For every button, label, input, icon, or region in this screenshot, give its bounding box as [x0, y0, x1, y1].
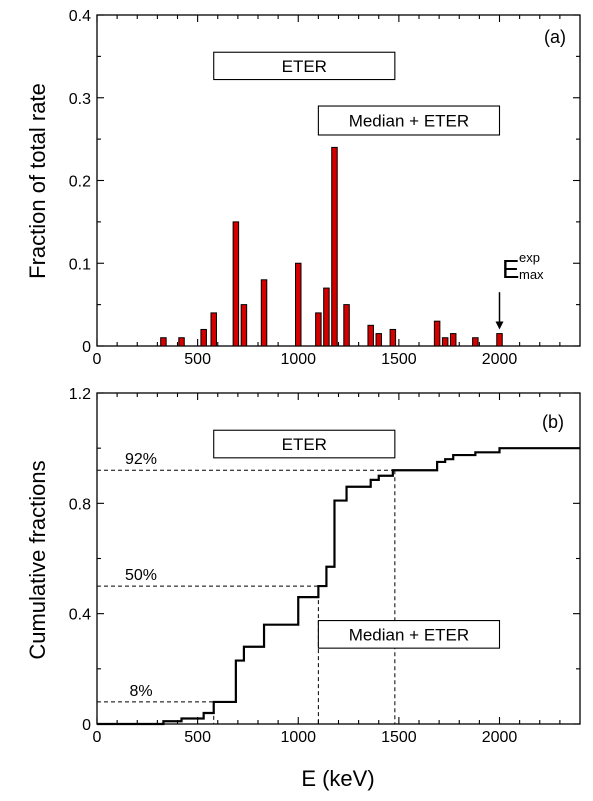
y-tick-label: 0.8 — [69, 496, 91, 513]
y-tick-label: 0.4 — [69, 8, 91, 25]
emax-annotation: E exp max — [495, 250, 544, 330]
panel-b-annotation-boxes: ETER Median + ETER — [213, 429, 501, 649]
x-tick-label: 1500 — [381, 729, 417, 746]
panel-b-ylabel: Cumulative fractions — [25, 460, 50, 659]
x-tick-label: 0 — [93, 351, 102, 368]
panel-b-tick-labels: 0 500 1000 1500 2000 0 0.4 0.8 1.2 — [69, 386, 518, 746]
annotation-box-label: Median + ETER — [349, 625, 469, 644]
bar — [343, 304, 350, 347]
annotation-box — [317, 105, 501, 136]
panel-a-annotation-boxes: ETER Median + ETER — [213, 51, 501, 136]
annotation-box-label: ETER — [282, 57, 327, 76]
bar — [210, 312, 217, 347]
x-tick-label: 1000 — [280, 351, 316, 368]
x-tick-label: 1000 — [280, 729, 316, 746]
bar — [441, 337, 449, 347]
annotation-box — [213, 51, 396, 81]
bar — [160, 337, 167, 347]
bar — [449, 333, 457, 347]
emax-subscript: max — [519, 267, 544, 282]
bar — [496, 333, 503, 347]
bar — [331, 146, 338, 347]
emax-arrow-head — [495, 321, 504, 330]
x-axis-label: E (keV) — [301, 766, 374, 791]
y-tick-label: 0.3 — [69, 91, 91, 108]
panel-b-reference-lines: 92% 50% 8% — [97, 451, 396, 724]
bar — [389, 328, 397, 347]
reference-line-label: 8% — [129, 683, 152, 700]
panel-a-bars — [160, 146, 503, 347]
bar — [315, 312, 322, 347]
panel-a-ylabel: Fraction of total rate — [25, 83, 50, 279]
panel-b-label: (b) — [542, 412, 564, 432]
y-tick-label: 0.1 — [69, 256, 91, 273]
reference-line-label: 50% — [125, 567, 157, 584]
panel-a-label: (a) — [544, 27, 566, 47]
y-tick-label: 1.2 — [69, 386, 91, 403]
bar — [367, 324, 374, 347]
x-tick-label: 2000 — [482, 351, 518, 368]
x-tick-label: 500 — [184, 729, 211, 746]
y-tick-label: 0 — [82, 717, 91, 734]
annotation-box-label: ETER — [282, 435, 327, 454]
annotation-box-label: Median + ETER — [349, 112, 469, 131]
y-tick-label: 0.2 — [69, 174, 91, 191]
bar — [295, 262, 302, 347]
y-tick-label: 0 — [82, 339, 91, 356]
bar — [323, 287, 330, 347]
emax-arrow — [495, 292, 504, 330]
bar — [375, 333, 382, 347]
emax-superscript: exp — [519, 250, 540, 265]
y-tick-label: 0.4 — [69, 607, 91, 624]
reference-line-label: 92% — [125, 451, 157, 468]
bar — [433, 320, 441, 347]
bar — [260, 279, 268, 347]
x-tick-label: 500 — [184, 351, 211, 368]
bar — [232, 221, 240, 347]
panel-a-tick-labels: 0 500 1000 1500 2000 0 0.1 0.2 0.3 0.4 — [69, 8, 518, 368]
x-tick-label: 2000 — [482, 729, 518, 746]
x-tick-label: 1500 — [381, 351, 417, 368]
bar — [200, 328, 207, 347]
annotation-box — [213, 429, 396, 459]
cumulative-step-line — [97, 447, 580, 726]
bar — [178, 337, 185, 347]
emax-main: E — [502, 254, 519, 284]
panel-b: Cumulative fractions 0 500 1000 1500 2000 0 0.… — [25, 386, 581, 791]
panel-a: Fraction of total rate 0 500 1000 1500 20000… — [25, 8, 581, 368]
bar — [240, 304, 248, 347]
x-tick-label: 0 — [93, 729, 102, 746]
annotation-box — [317, 620, 501, 649]
bar — [472, 337, 479, 347]
